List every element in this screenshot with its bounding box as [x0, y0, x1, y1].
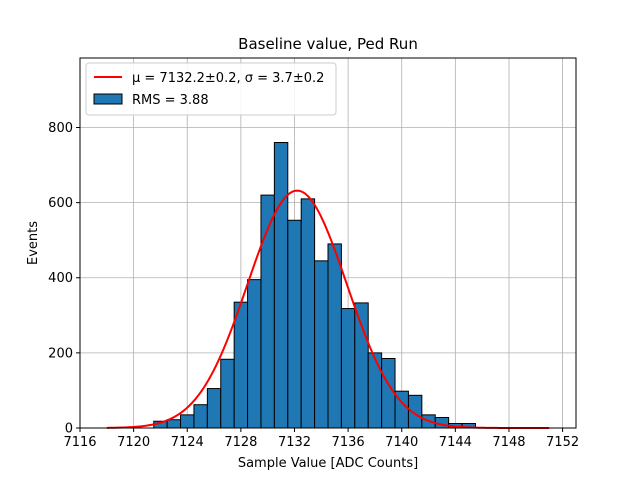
x-tick-label: 7132: [278, 435, 311, 450]
y-axis-label: Events: [26, 221, 41, 265]
legend-histogram-label: RMS = 3.88: [132, 93, 209, 108]
histogram-bar: [206, 388, 222, 429]
histogram-bar: [327, 243, 342, 429]
x-tick-label: 7152: [546, 435, 579, 450]
x-tick-label: 7116: [63, 435, 96, 450]
histogram-bar: [180, 414, 195, 429]
histogram-bar: [247, 279, 262, 429]
histogram-bar: [381, 358, 396, 429]
legend-histogram-swatch: [93, 93, 123, 105]
histogram-bar: [314, 260, 329, 429]
x-axis-ticks: 7116 7120 7124 7128 7132 7136 7140 7144 7148 7152: [63, 428, 579, 450]
x-tick-label: 7140: [385, 435, 418, 450]
histogram-bar: [300, 198, 316, 429]
histogram-bar: [220, 358, 235, 429]
histogram-bar: [287, 219, 302, 429]
x-tick-label: 7136: [332, 435, 365, 450]
x-axis-label: Sample Value [ADC Counts]: [238, 456, 418, 471]
legend-fit-label: μ = 7132.2±0.2, σ = 3.7±0.2: [132, 71, 324, 86]
y-tick-label: 200: [48, 346, 73, 361]
histogram-bar: [367, 352, 383, 429]
x-tick-label: 7120: [117, 435, 150, 450]
y-tick-label: 600: [48, 196, 73, 211]
x-tick-label: 7148: [492, 435, 525, 450]
histogram-bar: [340, 308, 356, 429]
y-tick-label: 400: [48, 271, 73, 286]
histogram-bar: [166, 419, 182, 429]
x-tick-label: 7144: [439, 435, 472, 450]
y-axis-ticks: 0 200 400 600 800: [48, 121, 80, 437]
histogram-bar: [354, 302, 369, 429]
histogram-bar: [193, 404, 208, 429]
plot-frame: [79, 57, 577, 429]
y-tick-label: 0: [65, 422, 73, 437]
histogram-bar: [233, 301, 249, 429]
legend: μ = 7132.2±0.2, σ = 3.7±0.2 RMS = 3.88: [85, 62, 337, 116]
x-tick-label: 7124: [171, 435, 204, 450]
histogram-bars: [153, 142, 476, 429]
legend-box: [85, 62, 337, 116]
x-tick-label: 7128: [224, 435, 257, 450]
histogram-bar: [273, 142, 289, 429]
chart-title: Baseline value, Ped Run: [238, 35, 418, 53]
y-tick-label: 800: [48, 121, 73, 136]
